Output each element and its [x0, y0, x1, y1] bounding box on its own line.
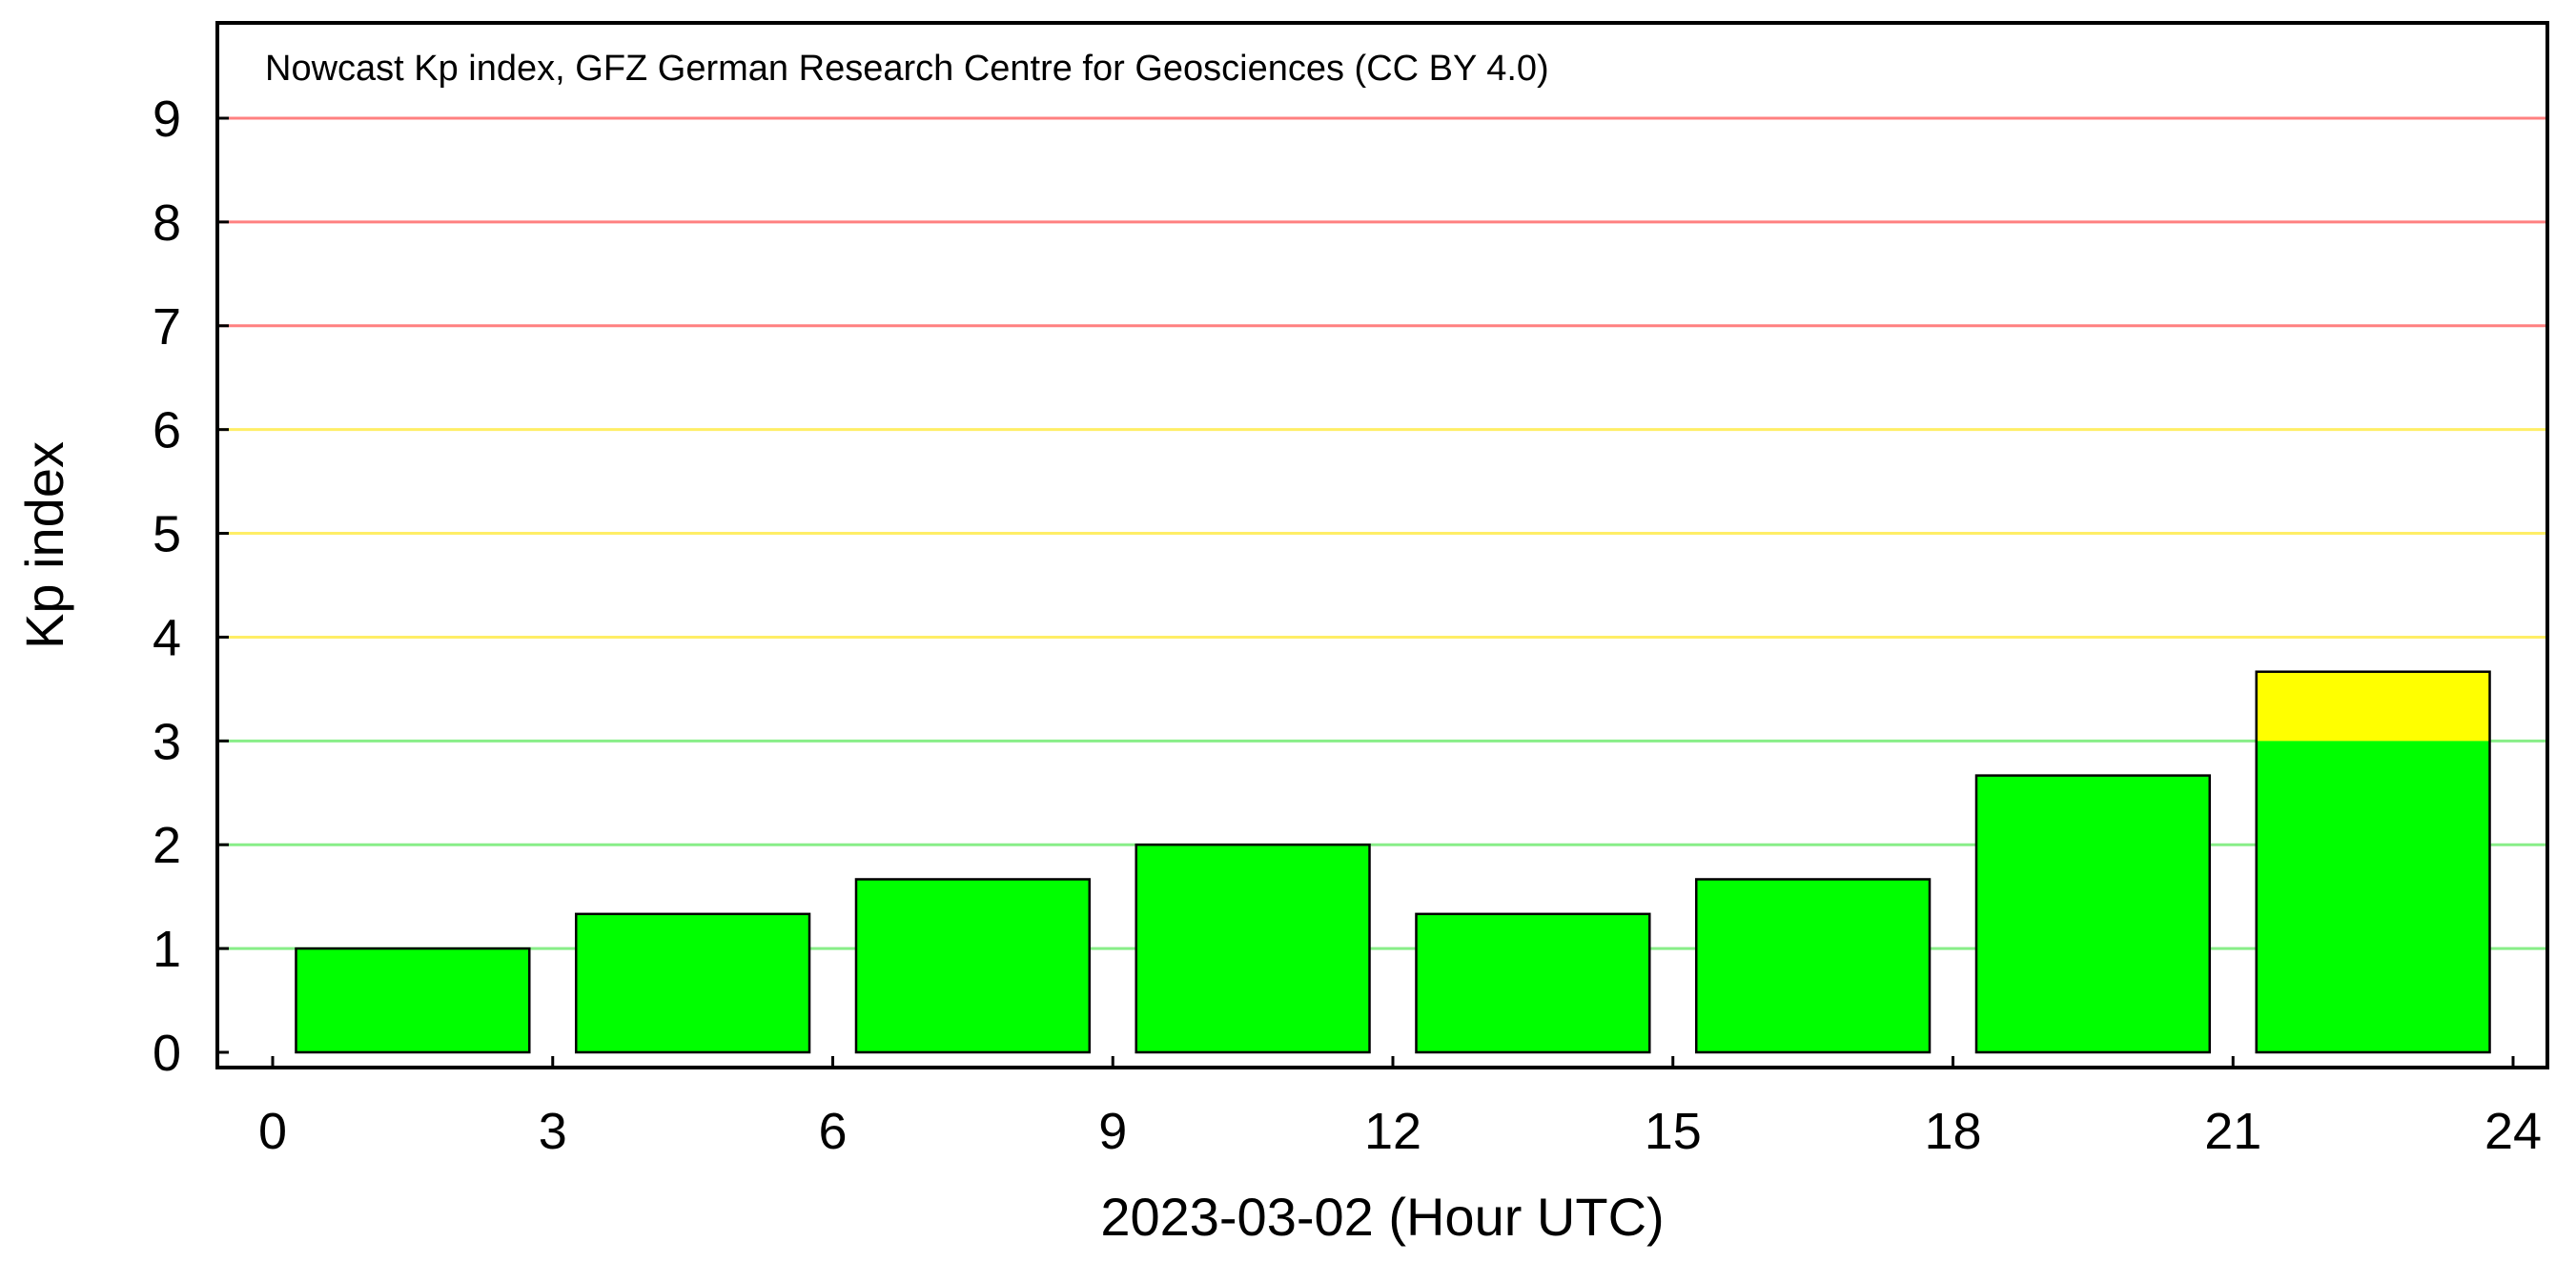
plot-frame [215, 21, 2549, 1069]
bar-9h [1135, 843, 1371, 1054]
bar-12h [1415, 912, 1651, 1054]
bar-15h-outline [1694, 878, 1932, 1054]
x-tick-label-18: 18 [1924, 1103, 1981, 1160]
y-tick-label-0: 0 [153, 1025, 181, 1082]
bar-15h [1694, 878, 1932, 1054]
gridlines [217, 116, 2547, 950]
bar-18h-outline [1974, 774, 2212, 1054]
y-tick-label-3: 3 [153, 713, 181, 770]
y-tick-label-2: 2 [153, 817, 181, 874]
x-tick-label-24: 24 [2484, 1103, 2542, 1160]
bar-9h-segment-0 [1135, 845, 1370, 1052]
bar-21h-segment-1 [2256, 671, 2490, 742]
x-tick-label-12: 12 [1364, 1103, 1421, 1160]
bar-0h-segment-0 [296, 948, 530, 1052]
y-tick-label-8: 8 [153, 194, 181, 252]
bar-21h-outline [2255, 670, 2491, 1054]
bar-3h [574, 912, 811, 1054]
x-tick-label-0: 0 [258, 1103, 287, 1160]
y-tick-label-4: 4 [153, 609, 181, 666]
bar-6h-outline [854, 878, 1092, 1054]
bar-0h-outline [295, 946, 531, 1054]
y-tick-label-9: 9 [153, 91, 181, 148]
bar-9h-outline [1135, 843, 1371, 1054]
bar-6h [854, 878, 1092, 1054]
bar-12h-segment-0 [1416, 913, 1650, 1052]
bar-3h-outline [574, 912, 811, 1054]
bar-12h-outline [1415, 912, 1651, 1054]
bar-15h-segment-0 [1696, 879, 1931, 1052]
x-axis-label: 2023-03-02 (Hour UTC) [1100, 1187, 1664, 1247]
x-tick-label-21: 21 [2204, 1103, 2261, 1160]
bars [295, 670, 2491, 1054]
y-tick-label-7: 7 [153, 298, 181, 356]
x-tick-label-15: 15 [1645, 1103, 1702, 1160]
x-tick-label-3: 3 [539, 1103, 567, 1160]
bar-0h [295, 946, 531, 1054]
bar-3h-segment-0 [576, 913, 810, 1052]
chart-title: Nowcast Kp index, GFZ German Research Ce… [265, 49, 1549, 89]
bar-6h-segment-0 [855, 879, 1090, 1052]
bar-18h-segment-0 [1975, 775, 2210, 1052]
x-tick-label-6: 6 [818, 1103, 847, 1160]
y-axis-label: Kp index [14, 441, 74, 649]
y-tick-label-5: 5 [153, 506, 181, 563]
bar-18h [1974, 774, 2212, 1054]
y-tick-label-1: 1 [153, 921, 181, 978]
bar-21h [2255, 670, 2491, 1054]
x-tick-label-9: 9 [1098, 1103, 1127, 1160]
bar-21h-segment-0 [2256, 741, 2490, 1052]
y-tick-label-6: 6 [153, 402, 181, 459]
